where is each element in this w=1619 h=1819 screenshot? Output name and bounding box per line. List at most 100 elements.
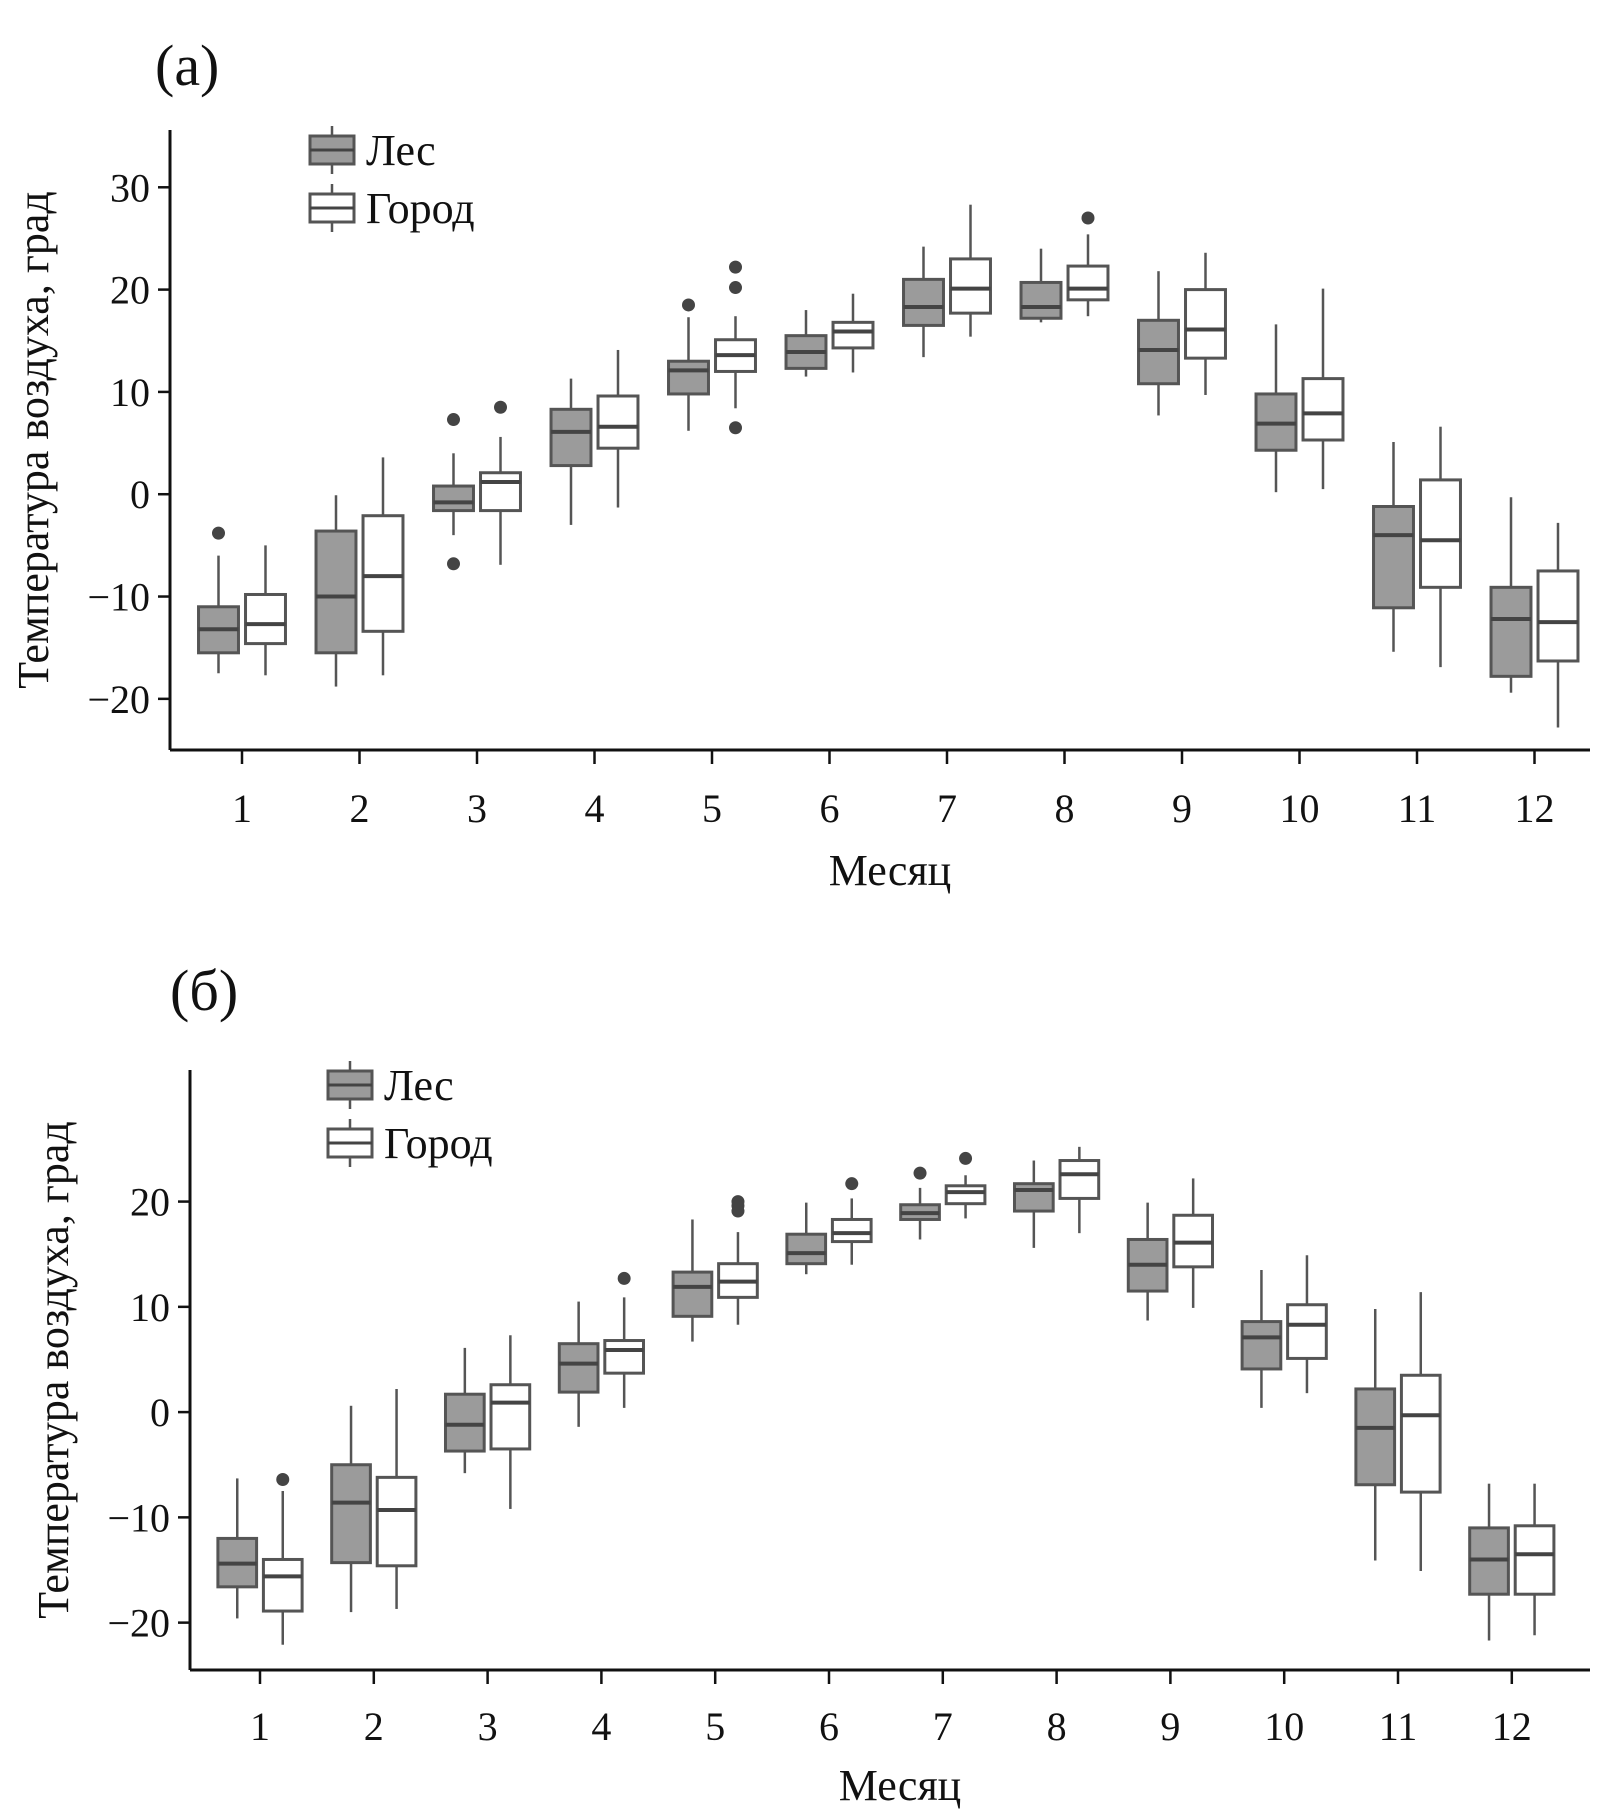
y-tick-label: 10: [130, 1285, 170, 1330]
box-forest: [1240, 1270, 1283, 1408]
y-tick-label: 30: [110, 165, 150, 210]
x-tick-label: 10: [1280, 786, 1320, 831]
outlier-point: [845, 1177, 859, 1191]
box-iqr: [314, 529, 358, 655]
box-forest: [1126, 1202, 1169, 1321]
y-axis-title: Температура воздуха, град: [9, 191, 58, 689]
outlier-point: [959, 1151, 973, 1165]
box-forest: [432, 413, 475, 571]
y-tick-label: −20: [107, 1601, 170, 1646]
box-city: [244, 545, 287, 676]
box-iqr: [489, 1383, 532, 1451]
box-iqr: [1019, 280, 1063, 320]
box-iqr: [261, 1557, 304, 1613]
x-tick-label: 4: [591, 1704, 611, 1749]
legend-label: Город: [366, 184, 475, 233]
box-iqr: [671, 1270, 714, 1318]
box-forest: [549, 378, 593, 525]
box-iqr: [830, 1217, 873, 1244]
box-iqr: [1536, 569, 1580, 663]
x-tick-label: 3: [467, 786, 487, 831]
box-city: [1066, 211, 1110, 317]
box-forest: [784, 310, 828, 377]
box-iqr: [1301, 377, 1345, 442]
box-city: [375, 1388, 418, 1609]
box-city: [1172, 1178, 1215, 1308]
x-tick-label: 12: [1515, 786, 1555, 831]
box-city: [603, 1271, 646, 1408]
y-tick-label: 10: [110, 370, 150, 415]
x-tick-label: 8: [1055, 786, 1075, 831]
box-forest: [557, 1301, 600, 1427]
box-iqr: [375, 1475, 418, 1568]
box-city: [831, 293, 875, 373]
box-forest: [1019, 248, 1063, 323]
box-iqr: [1012, 1182, 1055, 1213]
box-city: [1301, 288, 1345, 490]
box-iqr: [330, 1463, 372, 1565]
y-tick-label: 0: [150, 1390, 170, 1435]
panel-label: (б): [170, 958, 238, 1023]
box-forest: [443, 1347, 486, 1474]
box-city: [1058, 1146, 1101, 1234]
box-iqr: [1489, 585, 1533, 678]
outlier-point: [276, 1472, 290, 1486]
box-iqr: [1137, 318, 1180, 386]
box-forest: [899, 1166, 941, 1240]
box-iqr: [1354, 1387, 1397, 1487]
panel-label: (a): [155, 33, 219, 98]
box-forest: [1489, 497, 1533, 693]
box-forest: [314, 495, 358, 687]
box-forest: [216, 1478, 259, 1619]
x-tick-label: 9: [1172, 786, 1192, 831]
box-iqr: [1513, 1524, 1556, 1596]
legend-label: Лес: [384, 1061, 454, 1110]
box-city: [1286, 1255, 1328, 1394]
x-tick-label: 12: [1492, 1704, 1532, 1749]
x-tick-label: 10: [1264, 1704, 1304, 1749]
outlier-point: [729, 281, 742, 295]
box-forest: [1254, 324, 1298, 493]
x-tick-label: 9: [1160, 1704, 1180, 1749]
box-forest: [1468, 1483, 1510, 1641]
y-tick-label: −20: [87, 677, 150, 722]
box-city: [1419, 426, 1462, 668]
x-tick-label: 8: [1047, 1704, 1067, 1749]
x-tick-label: 5: [705, 1704, 725, 1749]
box-iqr: [1058, 1159, 1101, 1200]
box-city: [261, 1472, 304, 1645]
box-iqr: [1419, 478, 1462, 589]
box-city: [714, 260, 757, 435]
x-axis-title: Месяц: [829, 846, 951, 895]
box-iqr: [831, 320, 875, 350]
box-forest: [1137, 271, 1180, 416]
outlier-point: [913, 1166, 927, 1180]
box-forest: [671, 1219, 714, 1342]
box-forest: [1012, 1160, 1055, 1248]
y-tick-label: 20: [130, 1180, 170, 1225]
box-city: [830, 1177, 873, 1265]
x-tick-label: 3: [478, 1704, 498, 1749]
box-forest: [1354, 1308, 1397, 1561]
box-iqr: [1240, 1320, 1283, 1371]
box-forest: [902, 246, 945, 358]
x-tick-label: 1: [232, 786, 252, 831]
y-tick-label: −10: [107, 1495, 170, 1540]
x-tick-label: 7: [937, 786, 957, 831]
box-iqr: [1286, 1303, 1328, 1360]
outlier-point: [731, 1195, 745, 1209]
box-iqr: [1372, 505, 1415, 610]
box-iqr: [785, 1232, 828, 1266]
box-forest: [667, 298, 710, 431]
box-city: [1184, 252, 1227, 395]
box-iqr: [432, 484, 475, 513]
outlier-point: [729, 421, 742, 435]
box-iqr: [949, 257, 992, 315]
legend-label: Лес: [366, 126, 436, 175]
x-tick-label: 4: [585, 786, 605, 831]
legend-label: Город: [384, 1119, 493, 1168]
x-tick-label: 7: [933, 1704, 953, 1749]
x-tick-label: 2: [350, 786, 370, 831]
